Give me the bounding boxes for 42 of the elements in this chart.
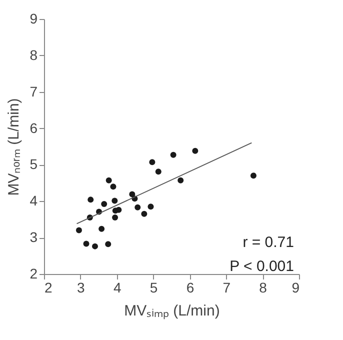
x-tick-label: 7	[222, 280, 231, 296]
point	[98, 226, 105, 232]
x-tick-label: 6	[186, 280, 194, 296]
y-tick-label: 7	[30, 83, 38, 100]
point	[112, 214, 118, 221]
y-tick-label: 6	[30, 120, 38, 136]
annotation: r = 0.71	[242, 234, 294, 251]
x-tick-label: 5	[150, 280, 158, 296]
point	[134, 204, 141, 210]
point	[250, 172, 256, 179]
x-tick-label: 3	[77, 280, 86, 296]
point	[105, 241, 112, 248]
point	[141, 210, 148, 217]
point	[129, 191, 136, 198]
annotation: P < 0.001	[230, 258, 294, 275]
point	[76, 227, 82, 234]
point	[148, 204, 154, 210]
point	[170, 152, 176, 158]
x-axis-title: MVₛᵢₘₚ (L/min)	[124, 302, 220, 320]
y-tick-label: 4	[30, 192, 38, 209]
y-tick-label: 9	[30, 10, 38, 26]
point	[178, 177, 184, 184]
point	[116, 206, 122, 213]
x-tick-label: 8	[259, 280, 268, 296]
y-tick-label: 8	[30, 46, 38, 63]
point	[155, 168, 162, 175]
x-tick-label: 2	[44, 280, 52, 296]
x-tick-label: 4	[113, 280, 122, 296]
y-tick-label: 3	[30, 229, 38, 246]
point	[106, 177, 112, 184]
point	[92, 243, 98, 250]
x-tick-label: 9	[292, 280, 300, 296]
point	[110, 184, 116, 190]
point	[112, 198, 118, 204]
point	[83, 240, 90, 247]
y-tick-label: 2	[30, 266, 38, 282]
point	[88, 196, 94, 203]
point	[149, 159, 156, 166]
y-tick-label: 5	[30, 156, 38, 172]
point	[192, 148, 198, 154]
y-axis-title: MVₙₒᵣₘ (L/min)	[6, 98, 23, 196]
point	[101, 201, 108, 208]
